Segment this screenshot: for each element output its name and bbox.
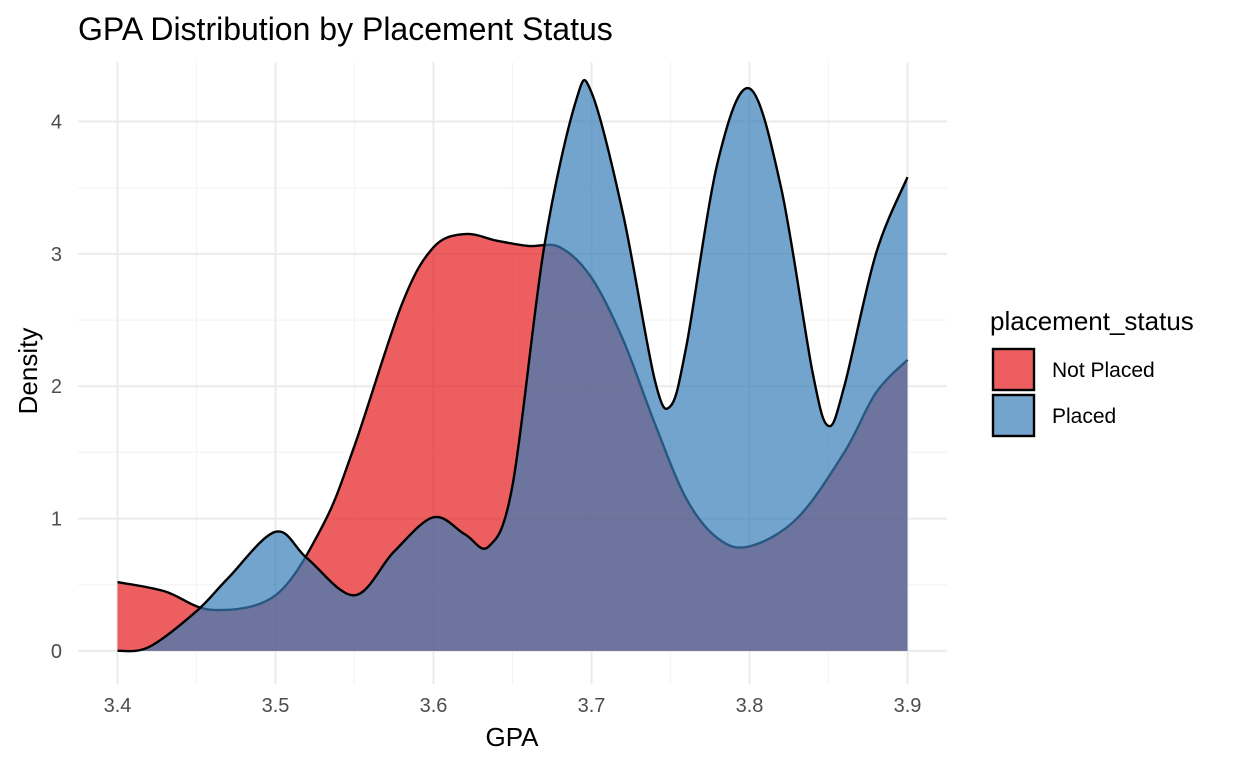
y-axis-title: Density [13,328,43,415]
y-tick-label: 2 [51,376,62,398]
x-tick-label: 3.9 [894,695,922,717]
density-line-placed [117,79,909,653]
x-axis-title: GPA [486,722,540,752]
x-tick-label: 3.8 [736,695,764,717]
y-tick-label: 1 [51,509,62,531]
y-tick-label: 3 [51,244,62,266]
legend-label-not-placed: Not Placed [1052,359,1155,382]
x-tick-label: 3.4 [104,695,132,717]
legend-label-placed: Placed [1052,405,1116,428]
x-axis-ticks: 3.4 3.5 3.6 3.7 3.8 3.9 [104,695,922,717]
x-tick-label: 3.5 [262,695,290,717]
density-area-placed [117,80,908,652]
x-tick-label: 3.6 [420,695,448,717]
y-tick-label: 0 [51,641,62,663]
legend-key-placed [991,393,1036,438]
density-areas [117,79,909,653]
legend-title: placement_status [990,306,1194,336]
legend-key-not-placed [991,347,1036,392]
chart-title: GPA Distribution by Placement Status [78,11,613,47]
legend: placement_status Not Placed Placed [990,306,1194,438]
x-tick-label: 3.7 [578,695,606,717]
y-tick-label: 4 [51,112,62,134]
legend-items: Not Placed Placed [991,347,1155,438]
y-axis-ticks: 0 1 2 3 4 [51,112,62,663]
